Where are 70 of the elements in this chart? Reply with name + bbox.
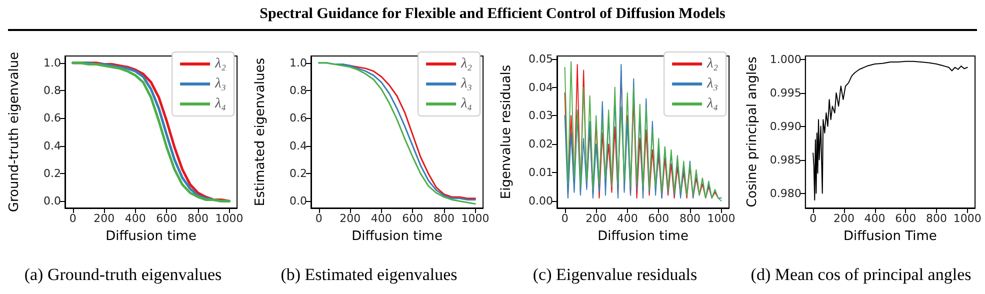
y-tick-label: 0.04	[528, 80, 553, 94]
legend-label: λ₃	[706, 76, 718, 92]
y-tick-label: 0.0	[290, 194, 307, 208]
x-tick-label: 800	[187, 212, 208, 225]
y-tick-label: 0.8	[44, 84, 61, 98]
x-axis-title: Diffusion time	[106, 229, 196, 244]
x-tick-label: 800	[679, 212, 700, 225]
y-axis-title: Cosine principal angles	[745, 56, 760, 208]
text: (a) Ground-truth eigenvalues	[24, 265, 222, 284]
x-tick-label: 400	[864, 212, 886, 225]
x-tick-label: 0	[810, 212, 817, 225]
x-tick-label: 600	[156, 212, 178, 225]
legend-label: λ₃	[460, 76, 472, 92]
x-tick-label: 400	[124, 212, 146, 225]
legend-label: λ₂	[706, 56, 718, 72]
x-tick-label: 400	[616, 212, 638, 225]
y-axis-title: Ground-truth eigenvalue	[7, 52, 22, 212]
y-tick-label: 0.02	[528, 138, 553, 151]
x-tick-label: 200	[340, 212, 361, 225]
y-tick-label: 0.03	[528, 109, 553, 122]
x-tick-label: 200	[833, 212, 854, 225]
legend-label: λ₂	[214, 56, 226, 72]
x-tick-label: 1000	[215, 212, 244, 225]
y-tick-label: 0.985	[770, 153, 802, 166]
legend-label: λ₄	[214, 96, 226, 112]
y-tick-label: 0.0	[44, 194, 61, 208]
y-tick-label: 1.0	[290, 56, 307, 70]
y-tick-label: 0.995	[770, 86, 802, 100]
text: (c) Eigenvalue residuals	[532, 265, 698, 284]
x-tick-label: 0	[561, 212, 568, 225]
x-tick-label: 800	[926, 212, 947, 225]
x-tick-label: 600	[648, 212, 670, 225]
x-tick-label: 0	[315, 212, 322, 225]
x-axis-title: Diffusion Time	[844, 229, 937, 244]
y-tick-label: 0.4	[44, 139, 61, 152]
y-tick-label: 1.000	[770, 52, 802, 66]
y-tick-label: 0.6	[290, 112, 307, 125]
x-tick-label: 400	[370, 212, 392, 225]
x-axis-title: Diffusion time	[352, 229, 442, 244]
y-tick-label: 0.990	[770, 120, 802, 133]
y-tick-label: 0.00	[528, 194, 553, 208]
y-tick-label: 1.0	[44, 56, 61, 70]
y-tick-label: 0.4	[290, 139, 307, 152]
y-tick-label: 0.980	[770, 186, 802, 200]
x-axis-title: Diffusion time	[598, 229, 688, 244]
x-tick-label: 200	[586, 212, 607, 225]
x-tick-label: 1000	[461, 212, 490, 225]
x-tick-label: 600	[402, 212, 424, 225]
y-tick-label: 0.01	[528, 166, 553, 179]
line-series	[812, 60, 968, 200]
y-axis-title: Estimated eigenvalues	[253, 58, 268, 206]
y-tick-label: 0.2	[290, 166, 307, 180]
y-tick-label: 0.05	[528, 52, 553, 66]
x-tick-label: 0	[69, 212, 76, 225]
x-tick-label: 1000	[953, 212, 982, 225]
x-tick-label: 1000	[707, 212, 736, 225]
x-tick-label: 200	[94, 212, 115, 225]
legend-label: λ₄	[706, 96, 718, 112]
y-tick-label: 0.2	[44, 166, 61, 180]
legend-label: λ₃	[214, 76, 226, 92]
legend-label: λ₄	[460, 96, 472, 112]
y-axis-title: Eigenvalue residuals	[499, 64, 514, 200]
x-tick-label: 800	[433, 212, 454, 225]
legend-label: λ₂	[460, 56, 472, 72]
text: (d) Mean cos of principal angles	[750, 265, 972, 284]
text: Spectral Guidance for Flexible and Efficient Control of Diffusion Models	[8, 6, 977, 31]
text: (b) Estimated eigenvalues	[280, 265, 458, 284]
x-tick-label: 600	[895, 212, 916, 225]
y-tick-label: 0.8	[290, 84, 307, 98]
y-tick-label: 0.6	[44, 112, 61, 125]
